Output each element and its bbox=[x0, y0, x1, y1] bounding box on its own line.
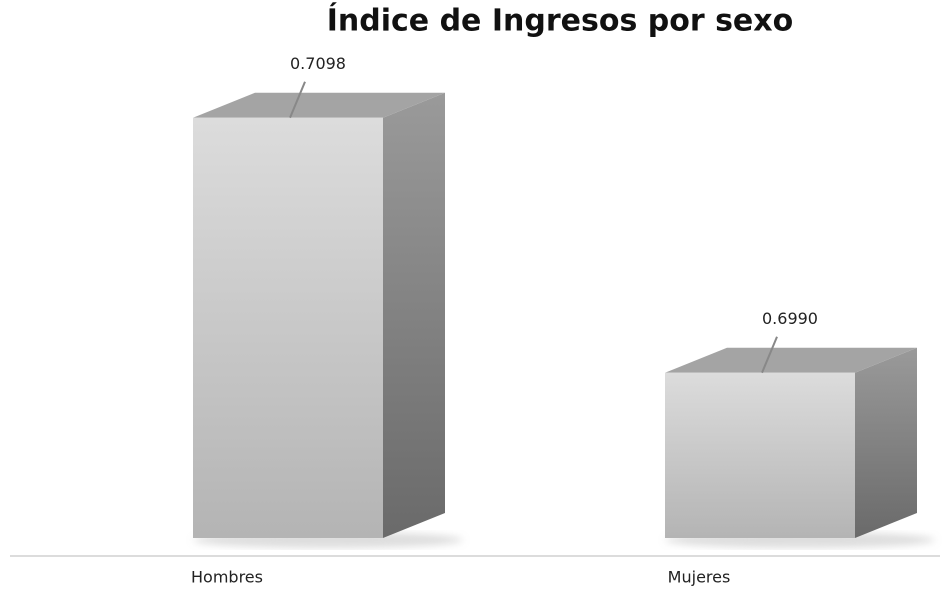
bar-top bbox=[665, 347, 917, 373]
chart-title: Índice de Ingresos por sexo bbox=[327, 3, 794, 39]
bar bbox=[665, 372, 855, 538]
x-tick-label: Mujeres bbox=[668, 568, 731, 587]
value-label: 0.6990 bbox=[762, 309, 818, 328]
bar-side bbox=[383, 92, 445, 538]
leader-line bbox=[761, 336, 778, 374]
bar bbox=[193, 117, 383, 538]
value-label: 0.7098 bbox=[290, 54, 346, 73]
x-tick-label: Hombres bbox=[191, 568, 263, 587]
bar-side bbox=[855, 347, 917, 538]
leader-line bbox=[289, 81, 306, 119]
bar-top bbox=[193, 92, 445, 118]
